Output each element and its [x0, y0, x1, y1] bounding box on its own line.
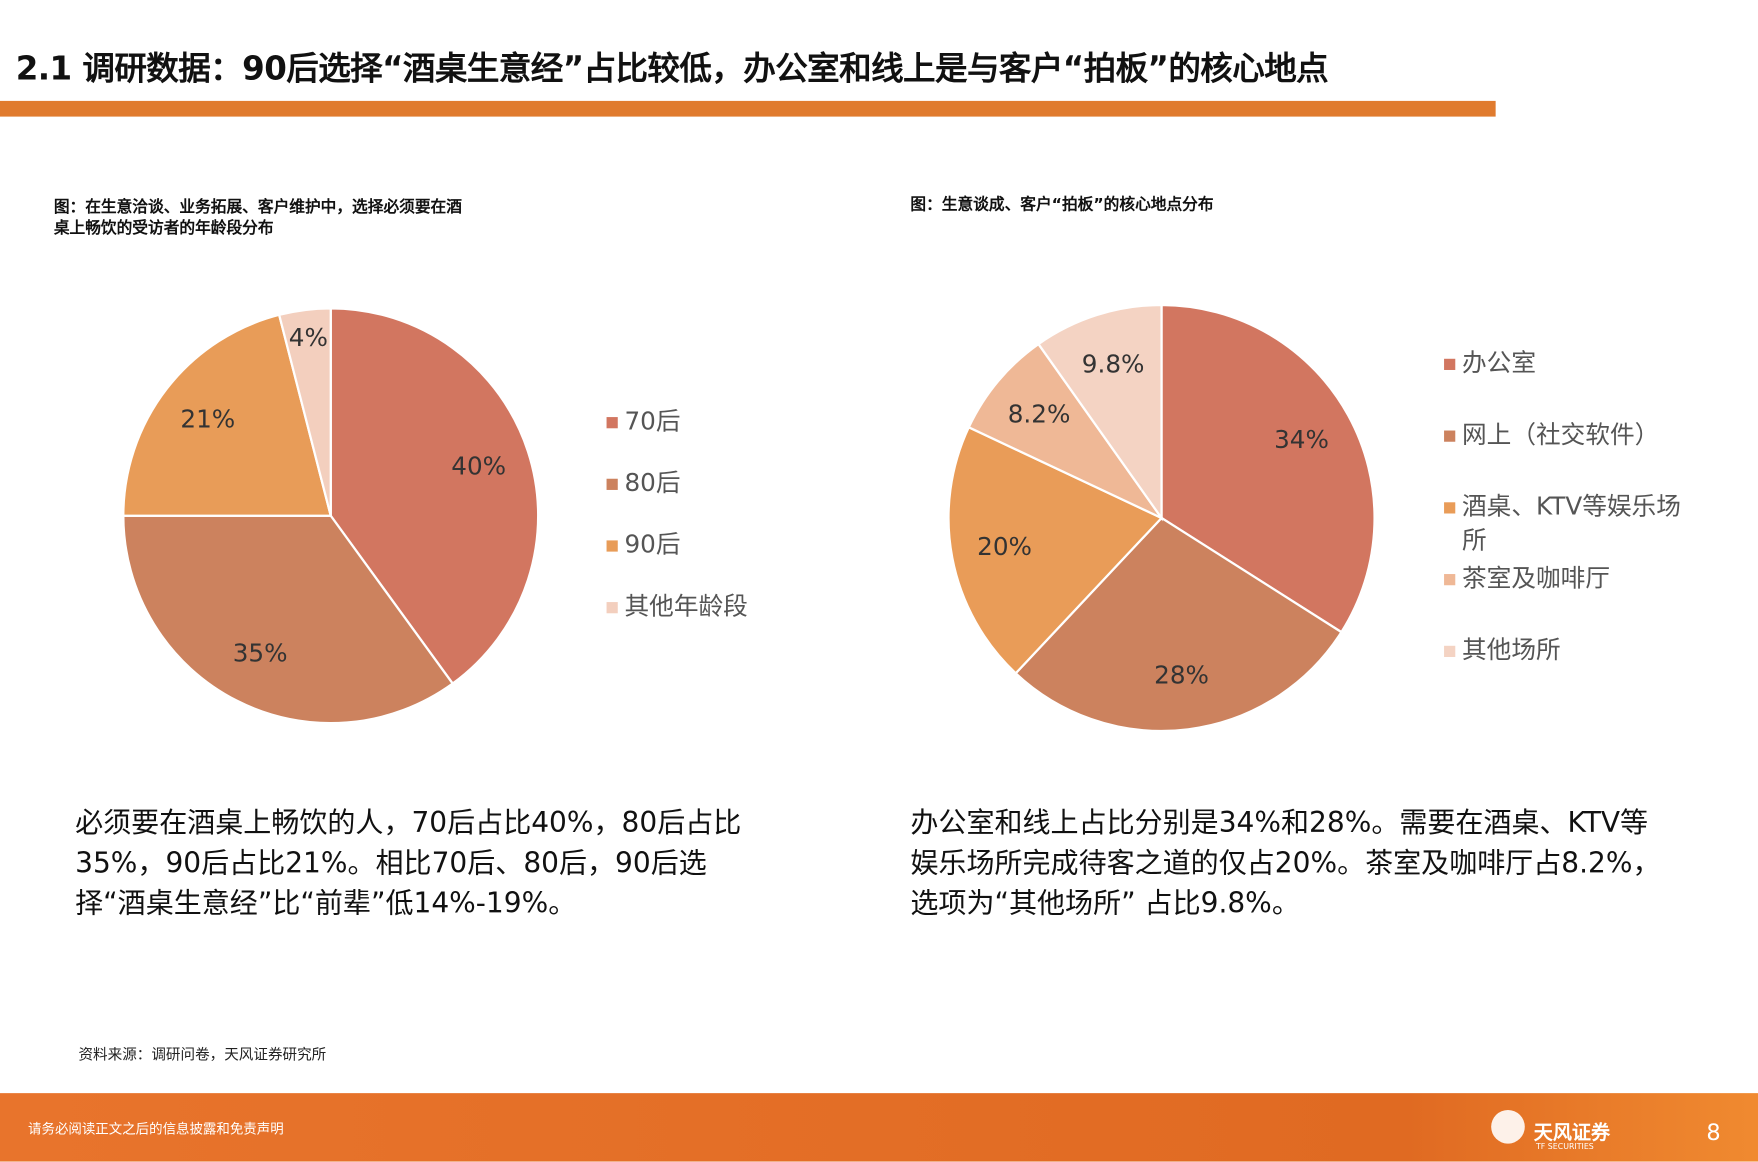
pie-charts: 40% 35% 21% 4% 34% 28% 20% 8.2% 9.8% — [122, 303, 1376, 733]
pie-slice — [277, 307, 332, 517]
pie-slice — [329, 307, 540, 686]
data-label: 20% — [977, 532, 1032, 561]
pie-slice — [1160, 303, 1376, 634]
data-label: 21% — [180, 404, 235, 433]
legend-entry: 其他年龄段 — [606, 591, 786, 625]
legend-label: 酒桌、KTV等娱乐场所 — [1462, 493, 1681, 555]
legend-swatch — [606, 417, 618, 429]
legend-entry: 80后 — [606, 468, 786, 502]
legend-entry: 90后 — [606, 529, 786, 563]
legend-swatch — [1444, 574, 1456, 586]
logo-en: TF SECURITIES — [1536, 1142, 1594, 1152]
legend-entry: 70后 — [606, 406, 786, 440]
legend-swatch — [606, 478, 618, 490]
legend-swatch — [1444, 645, 1456, 658]
legend-label: 90后 — [624, 531, 681, 560]
chart-title: 图：生意谈成、客户“拍板”的核心地点分布 — [910, 196, 1214, 215]
legend-swatch — [1444, 430, 1456, 442]
logo-icon — [1491, 1109, 1525, 1144]
data-label: 40% — [451, 452, 506, 481]
legend-label: 茶室及咖啡厅 — [1462, 565, 1611, 594]
legend-entry: 酒桌、KTV等娱乐场所 — [1444, 491, 1685, 558]
note: 办公室和线上占比分别是34%和28%。需要在酒桌、KTV等娱乐场所完成待客之道的… — [910, 806, 1661, 920]
legend-entry: 办公室 — [1444, 348, 1685, 382]
legend-label: 其他年龄段 — [624, 593, 748, 622]
chart-title: 图：在生意洽谈、业务拓展、客户维护中，选择必须要在酒桌上畅饮的受访者的年龄段分布 — [53, 198, 462, 238]
pie-slice — [122, 514, 455, 725]
pie-slice — [1036, 303, 1163, 522]
pie-slice — [947, 425, 1164, 675]
logo: 天风证券 — [1533, 1122, 1611, 1145]
legend-label: 办公室 — [1462, 349, 1537, 378]
source: 资料来源：调研问卷，天风证券研究所 — [78, 1047, 327, 1064]
legend-swatch — [1444, 358, 1456, 370]
data-label: 4% — [289, 323, 328, 352]
legend-entry: 其他场所 — [1444, 635, 1685, 669]
legend-label: 其他场所 — [1462, 636, 1561, 665]
legend-label: 80后 — [624, 469, 681, 498]
note: 必须要在酒桌上畅饮的人，70后占比40%，80后占比35%，90后占比21%。相… — [75, 806, 742, 920]
legend-swatch — [606, 540, 618, 552]
slide-title: 2.1 调研数据：90后选择“酒桌生意经”占比较低，办公室和线上是与客户“拍板”… — [15, 49, 1329, 88]
pie-slice — [122, 313, 333, 517]
data-label: 9.8% — [1082, 350, 1145, 379]
disclaimer: 请务必阅读正文之后的信息披露和免责声明 — [28, 1121, 284, 1137]
footer-bar — [0, 1093, 1758, 1162]
data-label: 28% — [1154, 660, 1209, 689]
legend-entry: 茶室及咖啡厅 — [1444, 563, 1685, 597]
legend-swatch — [606, 602, 618, 614]
pie-slice — [1014, 516, 1343, 733]
data-label: 35% — [233, 638, 288, 667]
legend-label: 70后 — [624, 408, 681, 437]
pie-slice — [967, 342, 1165, 521]
legend-label: 网上（社交软件） — [1462, 421, 1660, 450]
data-label: 34% — [1274, 425, 1329, 454]
legend-swatch — [1444, 502, 1456, 514]
legend-entry: 网上（社交软件） — [1444, 419, 1685, 453]
title-bar — [0, 100, 1496, 117]
data-label: 8.2% — [1008, 399, 1071, 428]
page-number: 8 — [1706, 1118, 1721, 1146]
